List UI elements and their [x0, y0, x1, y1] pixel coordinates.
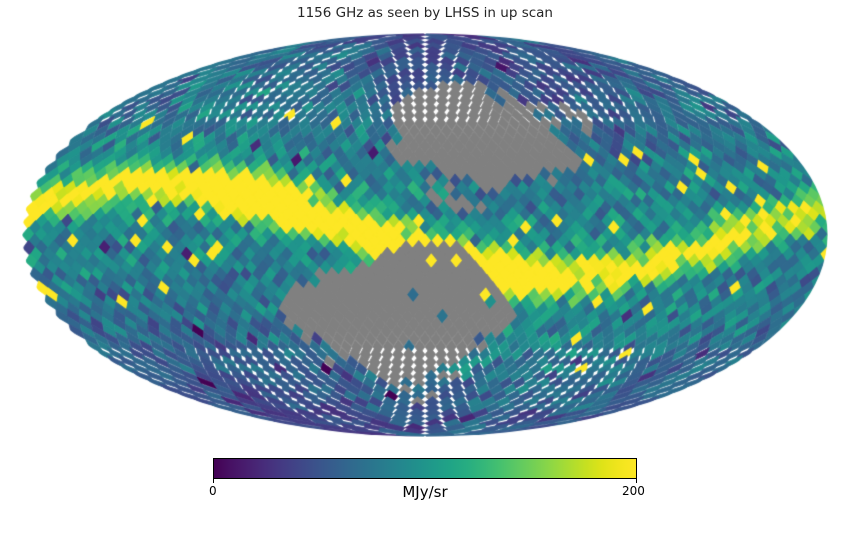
mollweide-sky-map — [22, 33, 828, 437]
colorbar-ticklabel-min: 0 — [209, 484, 217, 498]
colorbar-axis-label: MJy/sr — [402, 483, 448, 501]
colorbar-tick-min — [213, 479, 214, 483]
colorbar-ticklabel-max: 200 — [622, 484, 645, 498]
colorbar-tick-max — [636, 479, 637, 483]
page-title: 1156 GHz as seen by LHSS in up scan — [297, 5, 553, 21]
colorbar-gradient — [213, 458, 637, 479]
colorbar: 0 200 MJy/sr — [209, 458, 645, 501]
healpix-mollweide-canvas — [22, 33, 828, 437]
